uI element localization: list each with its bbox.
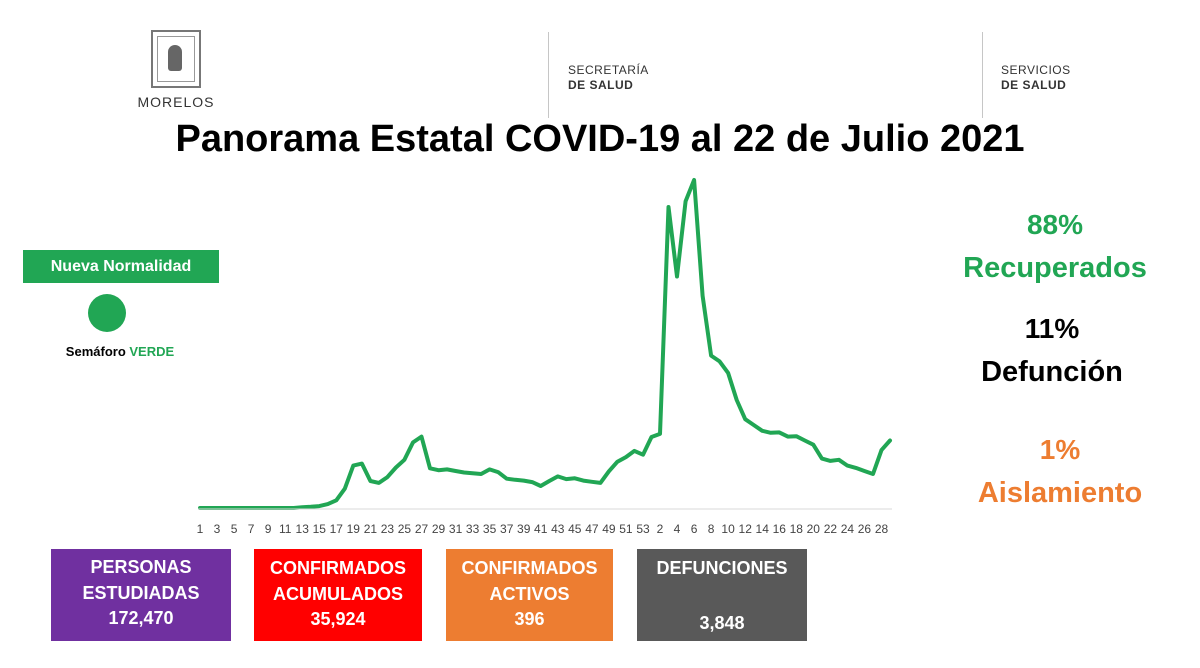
box-label-line1: PERSONAS [90, 557, 192, 577]
org1-line2: DE SALUD [568, 78, 634, 92]
x-tick-label: 51 [619, 522, 633, 536]
box-value: 396 [514, 609, 545, 629]
recuperados-pct: 88% [1026, 209, 1084, 240]
x-tick-label: 20 [807, 522, 821, 536]
x-tick-label: 43 [551, 522, 565, 536]
box-defunciones: DEFUNCIONES 3,848 [637, 549, 807, 641]
box-value: 172,470 [108, 608, 174, 628]
x-tick-label: 18 [790, 522, 804, 536]
x-tick-label: 13 [296, 522, 310, 536]
box-label-line2: ACUMULADOS [273, 584, 403, 604]
org2-line1: SERVICIOS [1001, 63, 1071, 77]
x-tick-label: 10 [721, 522, 735, 536]
x-tick-label: 41 [534, 522, 548, 536]
defuncion-label: Defunción [981, 356, 1123, 388]
x-tick-label: 23 [381, 522, 395, 536]
x-tick-label: 9 [265, 522, 272, 536]
recuperados-label: Recuperados [963, 252, 1147, 284]
box-confirmados-activos: CONFIRMADOS ACTIVOS 396 [446, 549, 613, 641]
x-tick-label: 45 [568, 522, 582, 536]
box-confirmados-acumulados: CONFIRMADOS ACUMULADOS 35,924 [254, 549, 422, 641]
x-tick-label: 25 [398, 522, 412, 536]
header-divider [548, 32, 549, 118]
x-tick-label: 6 [691, 522, 698, 536]
box-label-line2: ESTUDIADAS [82, 583, 200, 603]
x-tick-label: 21 [364, 522, 378, 536]
x-tick-label: 33 [466, 522, 480, 536]
x-tick-label: 37 [500, 522, 514, 536]
x-tick-label: 26 [858, 522, 872, 536]
x-tick-label: 8 [708, 522, 715, 536]
x-axis-ticks: 1 3 5 7 9 11 13 15 17 19 21 23 25 27 29 31 33 35 37 39 41 43 4… [197, 522, 889, 536]
x-tick-label: 15 [313, 522, 327, 536]
x-tick-label: 16 [773, 522, 787, 536]
x-tick-label: 17 [330, 522, 344, 536]
x-tick-label: 3 [214, 522, 221, 536]
org-secretaria-logo: SECRETARÍA DE SALUD [568, 63, 649, 93]
stat-recuperados: 88% Recuperados [935, 208, 1175, 286]
box-value: 35,924 [310, 609, 366, 629]
x-tick-label: 22 [824, 522, 838, 536]
series-line [198, 178, 892, 510]
x-tick-label: 19 [347, 522, 361, 536]
defuncion-pct: 11% [1024, 313, 1080, 344]
box-label-line2 [637, 581, 807, 607]
x-tick-label: 7 [248, 522, 255, 536]
x-tick-label: 4 [674, 522, 681, 536]
x-tick-label: 11 [279, 522, 292, 536]
x-tick-label: 27 [415, 522, 429, 536]
box-value: 3,848 [699, 613, 745, 633]
stat-defuncion: 11% Defunción [932, 312, 1172, 390]
x-tick-label: 24 [841, 522, 855, 536]
box-label-line1: CONFIRMADOS [270, 558, 406, 578]
x-tick-label: 14 [756, 522, 770, 536]
aislamiento-label: Aislamiento [977, 477, 1143, 509]
x-tick-label: 12 [739, 522, 753, 536]
morelos-logo-text: MORELOS [137, 94, 215, 110]
x-tick-label: 53 [636, 522, 650, 536]
semaforo-light-icon [88, 294, 126, 332]
header-divider [982, 32, 983, 118]
aislamiento-pct: 1% [1039, 434, 1081, 465]
x-tick-label: 31 [449, 522, 463, 536]
morelos-logo: MORELOS [132, 30, 222, 112]
box-label-line1: DEFUNCIONES [656, 558, 788, 578]
stat-aislamiento: 1% Aislamiento [940, 433, 1180, 511]
org1-line1: SECRETARÍA [568, 63, 649, 77]
semaforo-status: Semáforo VERDE [40, 344, 200, 359]
box-label-line1: CONFIRMADOS [461, 558, 598, 578]
x-tick-label: 2 [657, 522, 664, 536]
semaforo-value: VERDE [129, 344, 175, 359]
box-personas-estudiadas: PERSONAS ESTUDIADAS 172,470 [51, 549, 231, 641]
x-tick-label: 28 [875, 522, 889, 536]
box-label-line2: ACTIVOS [489, 584, 570, 604]
morelos-seal-icon [151, 30, 201, 88]
x-tick-label: 39 [517, 522, 531, 536]
org-servicios-logo: SERVICIOS DE SALUD [1001, 63, 1071, 93]
page-title: Panorama Estatal COVID-19 al 22 de Julio… [175, 118, 1025, 160]
x-tick-label: 49 [602, 522, 616, 536]
x-tick-label: 47 [585, 522, 599, 536]
x-tick-label: 29 [432, 522, 446, 536]
x-tick-label: 5 [231, 522, 238, 536]
x-tick-label: 1 [197, 522, 204, 536]
nueva-normalidad-badge: Nueva Normalidad [23, 250, 219, 283]
x-tick-label: 35 [483, 522, 497, 536]
semaforo-label: Semáforo [65, 344, 126, 359]
org2-line2: DE SALUD [1001, 78, 1067, 92]
